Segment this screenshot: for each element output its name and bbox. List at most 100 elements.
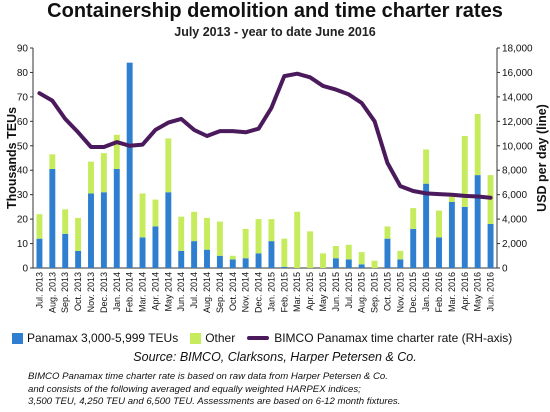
- bar-panamax: [191, 241, 198, 268]
- bar-other: [178, 216, 185, 251]
- bar-panamax: [397, 259, 404, 268]
- source-text: Source: BIMCO, Clarksons, Harper Peterse…: [133, 350, 417, 364]
- y2-axis-title: USD per day (line): [535, 104, 549, 212]
- bar-panamax: [436, 237, 442, 268]
- bar-other: [191, 211, 198, 242]
- x-tick-label: Feb. 2015: [279, 272, 289, 313]
- x-tick-label: Jun. 2015: [331, 272, 341, 312]
- bar-other: [384, 226, 391, 239]
- legend-label-other: Other: [205, 331, 236, 345]
- y-tick-label: 40: [17, 166, 29, 177]
- x-tick-label: Jul. 2015: [344, 272, 354, 309]
- bar-other: [345, 244, 352, 260]
- bar-other: [49, 154, 56, 169]
- bar-other: [358, 252, 365, 265]
- x-tick-label: Dec. 2014: [254, 272, 264, 313]
- x-tick-label: Jun. 2016: [486, 272, 496, 312]
- y-axis-title: Thousands TEUs: [5, 107, 19, 209]
- x-tick-label: Aug. 2014: [202, 272, 212, 313]
- bar-other: [139, 193, 146, 238]
- bar-panamax: [474, 175, 481, 268]
- x-tick-label: Jul. 2014: [189, 272, 199, 309]
- bar-panamax: [410, 228, 417, 268]
- chart-subtitle: July 2013 - year to date June 2016: [174, 25, 376, 39]
- bar-panamax: [487, 224, 494, 268]
- bar-panamax: [345, 259, 352, 268]
- bar-other: [332, 246, 339, 259]
- legend-label-rate-line: BIMCO Panamax time charter rate (RH-axis…: [274, 331, 513, 345]
- x-tick-label: Jan. 2015: [266, 272, 276, 312]
- bar-other: [100, 153, 107, 193]
- x-tick-label: May 2014: [163, 272, 173, 312]
- bar-panamax: [268, 241, 275, 268]
- bar-panamax: [100, 192, 107, 268]
- bar-other: [423, 149, 430, 184]
- x-tick-label: Mar. 2016: [447, 272, 457, 312]
- bar-other: [397, 250, 404, 260]
- bar-other: [204, 217, 210, 250]
- y-tick-label: 50: [17, 141, 29, 152]
- bar-panamax: [255, 253, 262, 268]
- y-tick-label: 10: [17, 239, 29, 250]
- bar-panamax: [281, 266, 288, 268]
- y2-tick-label: 10,000: [502, 141, 533, 152]
- x-tick-label: Dec. 2013: [99, 272, 109, 313]
- x-tick-label: Mar. 2015: [292, 272, 302, 312]
- bar-panamax: [36, 238, 43, 268]
- bar-panamax: [62, 233, 69, 268]
- bar-other: [88, 161, 94, 194]
- legend-item-rate-line: BIMCO Panamax time charter rate (RH-axis…: [247, 331, 512, 345]
- y2-tick-label: 6,000: [502, 190, 527, 201]
- x-tick-label: May 2015: [318, 272, 328, 312]
- bar-panamax: [461, 206, 468, 268]
- bar-other: [410, 208, 417, 229]
- bar-panamax: [152, 226, 159, 268]
- x-tick-label: Oct. 2014: [228, 272, 238, 311]
- legend-item-panamax: Panamax 3,000-5,999 TEUs: [12, 331, 178, 345]
- bar-panamax: [229, 259, 236, 268]
- x-tick-label: Jan. 2014: [112, 272, 122, 312]
- x-tick-label: Aug. 2013: [47, 272, 57, 313]
- x-tick-label: Dec. 2015: [408, 272, 418, 313]
- bar-panamax: [126, 62, 133, 268]
- y-tick-label: 30: [17, 190, 29, 201]
- bar-panamax: [113, 169, 120, 268]
- y-tick-label: 60: [17, 117, 29, 128]
- bar-other: [229, 255, 236, 260]
- bar-panamax: [242, 258, 249, 268]
- x-tick-label: Oct. 2013: [73, 272, 83, 311]
- y-tick-label: 80: [17, 68, 29, 79]
- y2-tick-label: 0: [502, 264, 508, 275]
- legend-item-other: Other: [190, 331, 235, 345]
- bar-other: [242, 228, 249, 259]
- bar-other: [36, 214, 43, 239]
- x-tick-label: Aug. 2015: [357, 272, 367, 313]
- y2-tick-label: 2,000: [502, 239, 527, 250]
- y2-tick-label: 18,000: [502, 44, 533, 55]
- y2-tick-label: 14,000: [502, 92, 533, 103]
- x-tick-label: Jan. 2016: [421, 272, 431, 312]
- bar-panamax: [165, 192, 172, 268]
- bar-panamax: [423, 183, 430, 268]
- x-tick-label: Nov. 2015: [395, 272, 405, 312]
- x-tick-label: Sep. 2015: [370, 272, 380, 313]
- x-tick-label: May 2016: [473, 272, 483, 312]
- x-tick-label: Nov. 2014: [241, 272, 251, 312]
- y2-tick-label: 4,000: [502, 215, 527, 226]
- y2-tick-label: 8,000: [502, 166, 527, 177]
- legend: Panamax 3,000-5,999 TEUs Other BIMCO Pan…: [12, 331, 547, 345]
- bar-other: [294, 211, 301, 268]
- bar-panamax: [216, 255, 223, 268]
- bar-other: [255, 219, 262, 254]
- footnote-line: 3,500 TEU, 4,250 TEU and 6,500 TEU. Asse…: [28, 396, 401, 407]
- bar-panamax: [384, 238, 391, 268]
- x-tick-label: Oct. 2015: [382, 272, 392, 311]
- legend-label-panamax: Panamax 3,000-5,999 TEUs: [27, 331, 179, 345]
- bar-other: [216, 221, 223, 256]
- x-tick-label: Mar. 2014: [138, 272, 148, 312]
- rate-line: [37, 71, 493, 200]
- x-tick-label: Sep. 2013: [60, 272, 70, 313]
- y2-tick-label: 12,000: [502, 117, 533, 128]
- chart-title: Containership demolition and time charte…: [47, 0, 503, 22]
- x-tick-label: Feb. 2016: [434, 272, 444, 313]
